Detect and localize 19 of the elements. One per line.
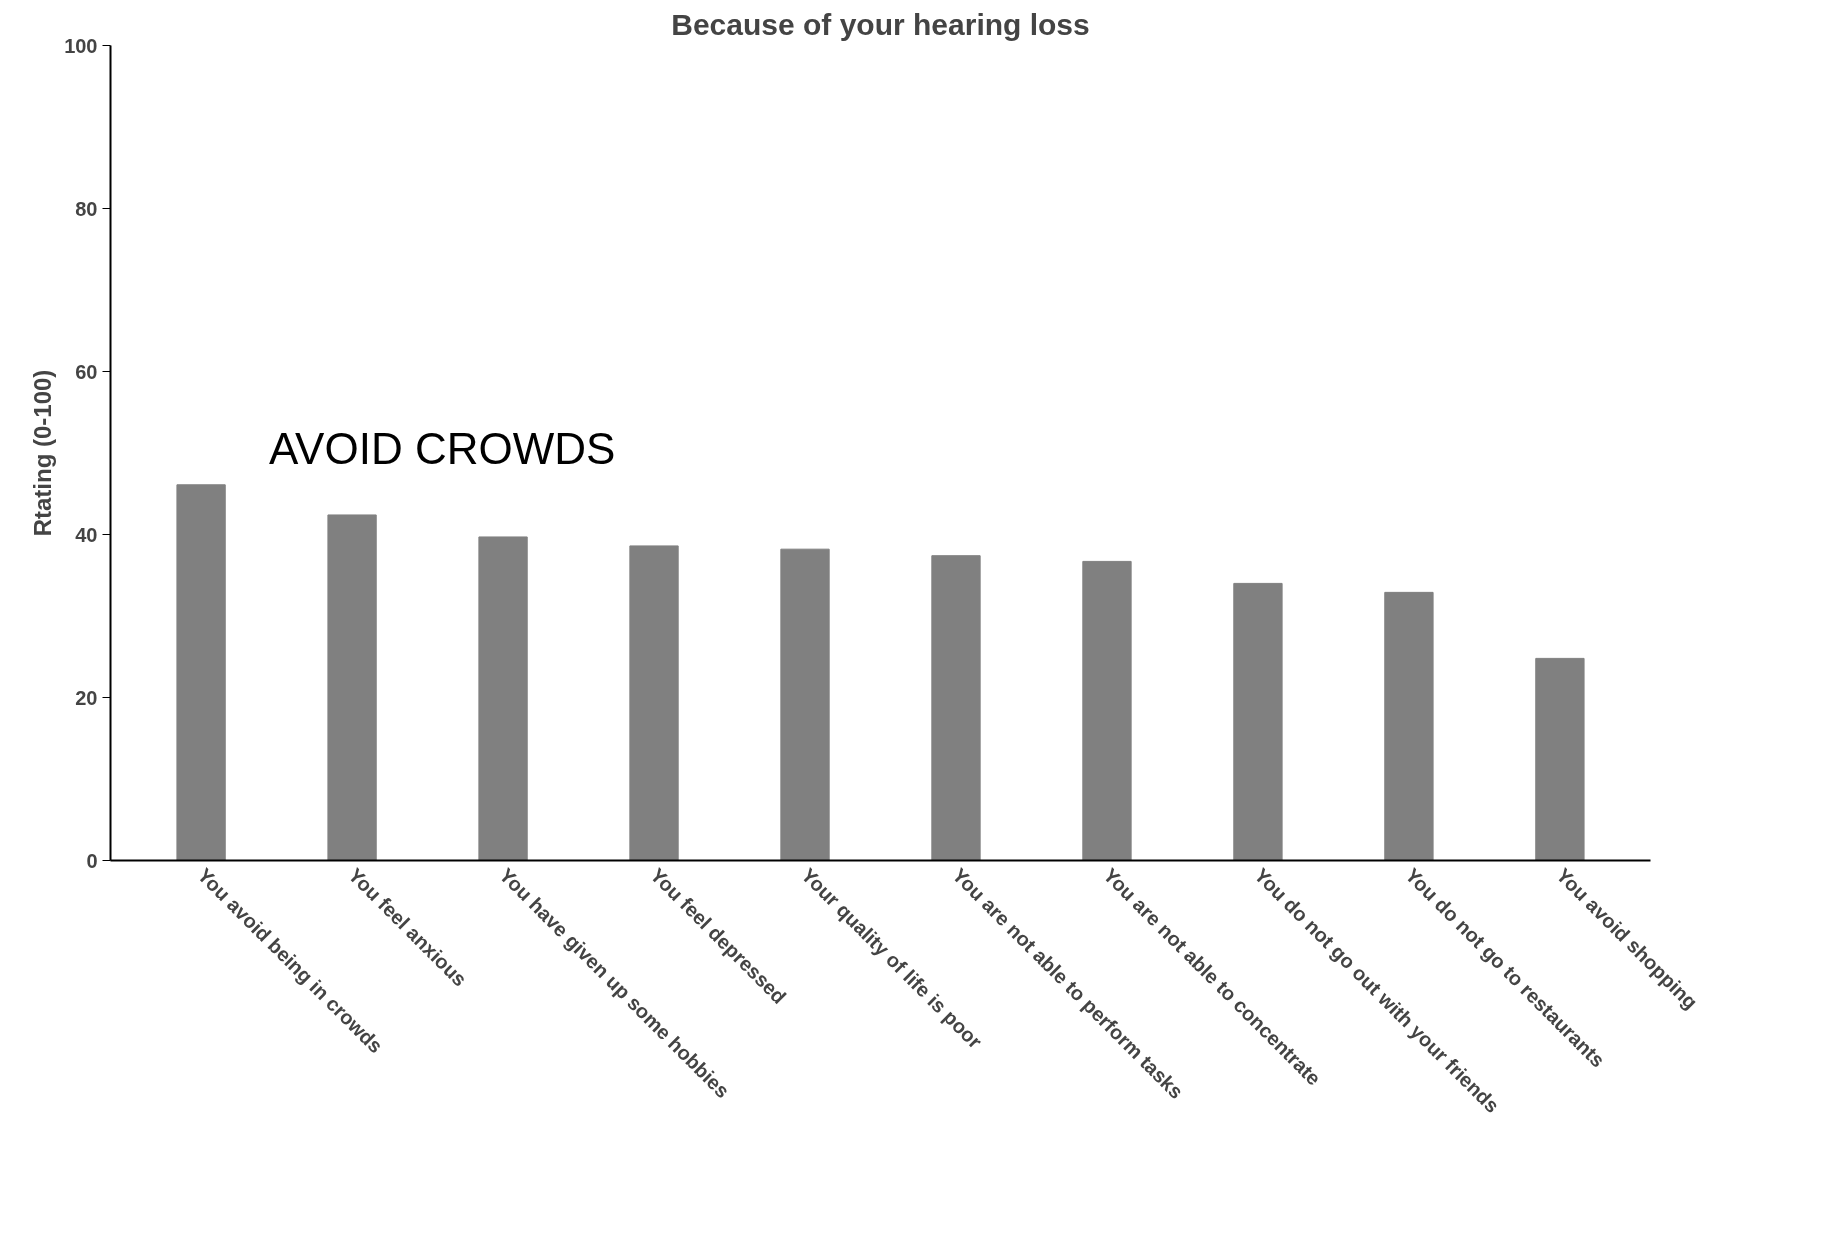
y-tick-label: 80 [75,197,98,220]
bar [931,555,981,861]
bar [629,545,679,861]
y-tick-label: 20 [75,686,98,709]
y-tick-label: 60 [75,360,98,383]
y-tick-label: 100 [64,34,98,57]
chart-title: Because of your hearing loss [671,7,1090,41]
bar [327,514,377,861]
y-tick-label: 0 [86,849,98,872]
bar [780,548,830,861]
annotation: AVOID CROWDS [269,424,616,474]
bar [1535,657,1585,861]
bar [1233,582,1283,861]
y-tick-label: 40 [75,523,98,546]
bar [1082,560,1132,861]
bar [176,484,226,861]
y-axis-title: Rtating (0-100) [29,369,57,537]
bar [478,536,528,861]
bar [1384,591,1434,861]
